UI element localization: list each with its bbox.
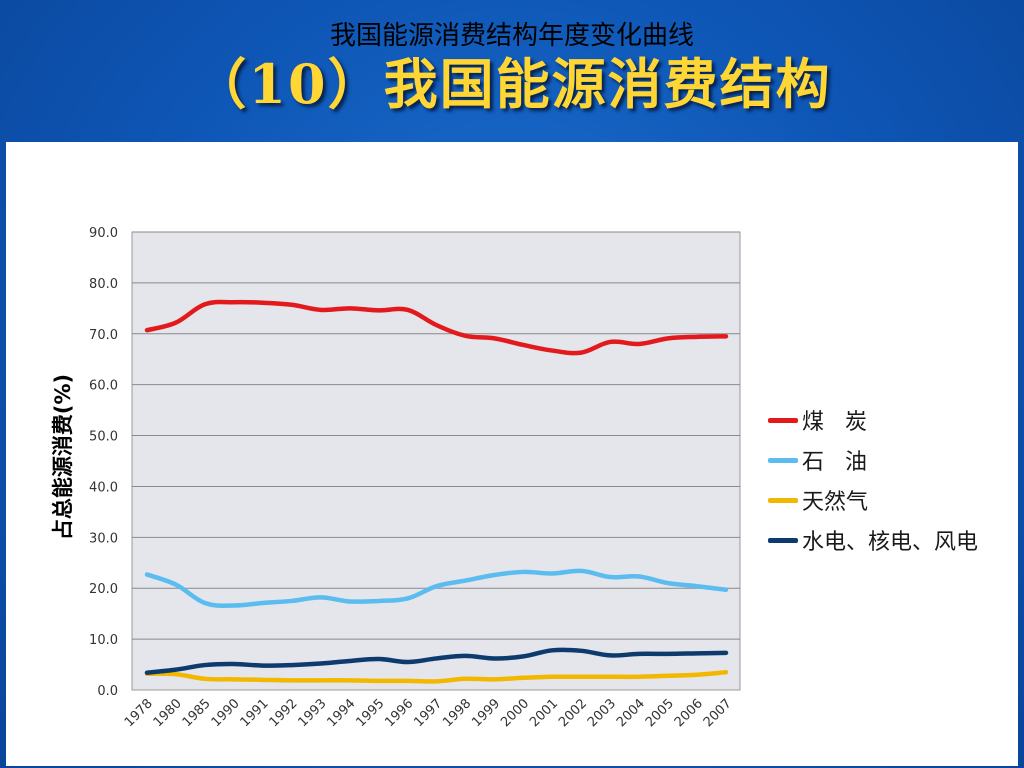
x-tick-label: 1980 bbox=[151, 696, 185, 730]
x-tick-label: 2000 bbox=[498, 696, 532, 730]
x-tick-label: 1991 bbox=[238, 696, 272, 730]
x-tick-label: 1990 bbox=[209, 696, 243, 730]
legend-swatch bbox=[768, 457, 798, 463]
x-tick-label: 2001 bbox=[527, 696, 561, 730]
legend-swatch bbox=[768, 497, 798, 503]
legend-label: 煤 炭 bbox=[802, 410, 867, 435]
x-tick-label: 2003 bbox=[585, 696, 619, 730]
x-tick-label: 2002 bbox=[556, 696, 590, 730]
x-tick-label: 1992 bbox=[267, 696, 301, 730]
y-tick-label: 10.0 bbox=[89, 633, 118, 648]
series-line bbox=[144, 669, 729, 684]
legend-item: 石 油 bbox=[768, 440, 1018, 480]
slide-title: （10）我国能源消费结构 bbox=[192, 52, 832, 116]
x-tick-label: 2006 bbox=[672, 696, 706, 730]
y-tick-label: 60.0 bbox=[89, 379, 118, 394]
y-axis-title: 占总能源消费(%) bbox=[51, 374, 75, 540]
series-line bbox=[144, 647, 729, 675]
x-tick-label: 1985 bbox=[180, 696, 214, 730]
y-tick-label: 20.0 bbox=[89, 582, 118, 597]
plot-area bbox=[131, 231, 741, 691]
chart-title: 我国能源消费结构年度变化曲线 bbox=[329, 21, 694, 51]
y-tick-label: 90.0 bbox=[89, 226, 118, 241]
legend-label: 水电、核电、风电 bbox=[802, 530, 979, 555]
y-tick-label: 30.0 bbox=[89, 531, 118, 546]
x-tick-label: 1994 bbox=[324, 696, 358, 730]
y-tick-label: 70.0 bbox=[89, 328, 118, 343]
legend-label: 天然气 bbox=[802, 490, 869, 515]
legend-item: 天然气 bbox=[768, 480, 1018, 520]
chart-legend: 煤 炭石 油天然气水电、核电、风电 bbox=[768, 400, 1018, 560]
series-line bbox=[144, 568, 729, 608]
x-tick-label: 1999 bbox=[469, 696, 503, 730]
x-tick-label: 1993 bbox=[296, 696, 330, 730]
y-tick-label: 0.0 bbox=[97, 684, 118, 699]
legend-label: 石 油 bbox=[802, 450, 867, 475]
x-tick-label: 1998 bbox=[440, 696, 474, 730]
x-tick-label: 1995 bbox=[353, 696, 387, 730]
y-tick-label: 40.0 bbox=[89, 480, 118, 495]
legend-item: 水电、核电、风电 bbox=[768, 520, 1018, 560]
legend-swatch bbox=[768, 417, 798, 423]
y-tick-label: 50.0 bbox=[89, 430, 118, 445]
x-tick-label: 2005 bbox=[643, 696, 677, 730]
x-tick-label: 2004 bbox=[614, 696, 648, 730]
legend-swatch bbox=[768, 537, 798, 543]
x-tick-label: 1996 bbox=[382, 696, 416, 730]
legend-item: 煤 炭 bbox=[768, 400, 1018, 440]
x-tick-label: 1997 bbox=[411, 696, 445, 730]
x-tick-label: 1978 bbox=[122, 696, 156, 730]
y-tick-label: 80.0 bbox=[89, 277, 118, 292]
x-tick-label: 2007 bbox=[701, 696, 735, 730]
series-line bbox=[144, 299, 729, 356]
